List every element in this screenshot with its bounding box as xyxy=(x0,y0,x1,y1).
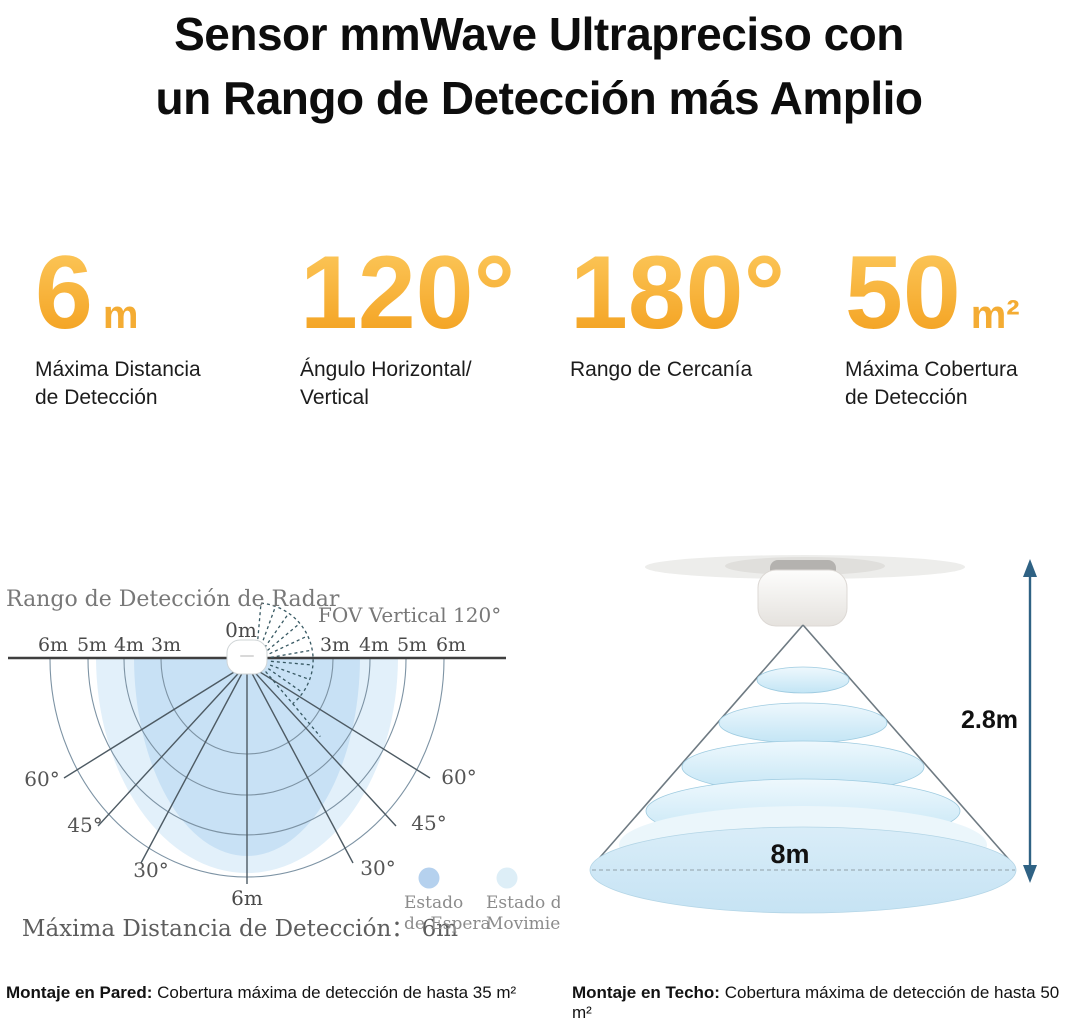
stat-max-coverage-value: 50 xyxy=(845,235,961,351)
ceiling-mount-diagram: 8m 2.8m xyxy=(589,555,1037,914)
caption-ceiling-mount: Montaje en Techo: Cobertura máxima de de… xyxy=(572,983,1078,1023)
tick-right-6m: 6m xyxy=(436,634,466,656)
stat-max-coverage-label-2: de Detección xyxy=(845,386,968,409)
radar-detection-diagram: Rango de Detección de Radar FOV Vertical… xyxy=(6,587,560,942)
page-title: Sensor mmWave Ultrapreciso con un Rango … xyxy=(0,2,1078,130)
stat-max-distance-label-2: de Detección xyxy=(35,386,158,409)
stat-max-distance: 6 m Máxima Distancia de Detección xyxy=(35,235,300,412)
tick-left-6m: 6m xyxy=(38,634,68,656)
caption-wall-mount-bold: Montaje en Pared: xyxy=(6,983,153,1002)
stat-proximity-range-label-1: Rango de Cercanía xyxy=(570,358,753,381)
stat-proximity-range: 180° Rango de Cercanía xyxy=(570,235,845,412)
stat-max-coverage-label-1: Máxima Cobertura xyxy=(845,358,1018,381)
height-label: 2.8m xyxy=(961,706,1018,734)
page-title-line1: Sensor mmWave Ultrapreciso con xyxy=(174,8,904,60)
footer-captions: Montaje en Pared: Cobertura máxima de de… xyxy=(0,983,1078,1022)
legend-motion-line1: Estado de xyxy=(486,893,560,913)
angle-left-60: 60° xyxy=(24,767,59,791)
tick-right-4m: 4m xyxy=(359,634,389,656)
vertical-fov-fan xyxy=(256,602,321,738)
angle-right-60: 60° xyxy=(441,765,476,789)
diameter-label: 8m xyxy=(770,839,809,869)
arrow-down-head xyxy=(1023,865,1037,883)
stat-fov-angle-label-1: Ángulo Horizontal/ xyxy=(300,358,472,381)
legend-motion-dot xyxy=(496,867,518,889)
caption-wall-mount-text: Cobertura máxima de detección de hasta 3… xyxy=(152,983,517,1002)
stat-fov-angle: 120° Ángulo Horizontal/ Vertical xyxy=(300,235,570,412)
legend-standby-line2: de Espera xyxy=(404,914,491,934)
tick-right-3m: 3m xyxy=(320,634,350,656)
tick-left-4m: 4m xyxy=(114,634,144,656)
stat-max-distance-label-1: Máxima Distancia xyxy=(35,358,201,381)
angle-lines xyxy=(63,663,431,884)
angle-right-45: 45° xyxy=(411,811,446,835)
legend-motion-line2: Movimiento xyxy=(486,914,560,934)
ceiling-sensor-device xyxy=(757,560,848,627)
tick-0m: 0m xyxy=(225,618,257,642)
tick-left-3m: 3m xyxy=(151,634,181,656)
tick-left-5m: 5m xyxy=(77,634,107,656)
stat-max-distance-unit: m xyxy=(102,293,139,337)
stat-max-distance-value: 6 xyxy=(35,235,93,351)
angle-left-30: 30° xyxy=(133,858,168,882)
page-title-line2: un Rango de Detección más Amplio xyxy=(155,72,923,124)
arrow-up-head xyxy=(1023,559,1037,577)
radar-sensor-logo xyxy=(240,655,254,657)
cone-edges xyxy=(594,624,1013,864)
sensor-body xyxy=(757,569,848,627)
height-arrow xyxy=(1023,559,1037,883)
caption-ceiling-mount-bold: Montaje en Techo: xyxy=(572,983,720,1002)
radar-caption: Máxima Distancia de Detección： 6m xyxy=(22,916,458,942)
stat-fov-angle-value: 120° xyxy=(300,235,516,351)
stat-max-coverage-unit: m² xyxy=(970,293,1020,337)
tick-right-5m: 5m xyxy=(397,634,427,656)
spec-stats-row: 6 m Máxima Distancia de Detección 120° Á… xyxy=(35,235,1075,412)
fov-vertical-label: FOV Vertical 120° xyxy=(318,603,501,627)
max-distance-6m: 6m xyxy=(231,886,263,910)
angle-left-45: 45° xyxy=(67,813,102,837)
angle-right-30: 30° xyxy=(360,856,395,880)
caption-wall-mount: Montaje en Pared: Cobertura máxima de de… xyxy=(6,983,516,1003)
stat-proximity-range-value: 180° xyxy=(570,235,786,351)
stat-max-coverage: 50 m² Máxima Cobertura de Detección xyxy=(845,235,1075,412)
radar-diagram-title: Rango de Detección de Radar xyxy=(6,587,340,612)
legend-standby-dot xyxy=(418,867,440,889)
legend-standby-line1: Estado xyxy=(404,893,463,913)
radar-legend: Estado de Espera Estado de Movimiento xyxy=(404,867,560,934)
stat-fov-angle-label-2: Vertical xyxy=(300,386,369,409)
